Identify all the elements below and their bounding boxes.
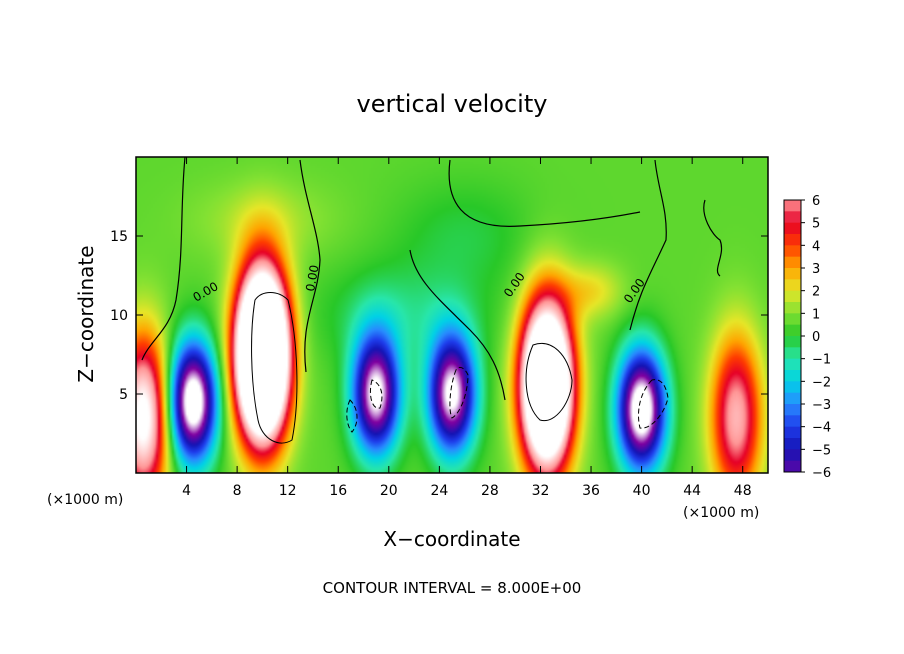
contour-label: 0.00: [303, 264, 321, 293]
colorbar-swatch: [784, 290, 801, 303]
colorbar-swatch: [784, 449, 801, 462]
colorbar-tick-label: −6: [812, 466, 831, 481]
x-tick-label: 48: [734, 483, 752, 499]
colorbar-swatch: [784, 222, 801, 235]
colorbar-tick-label: 0: [812, 330, 820, 345]
colorbar-swatch: [784, 370, 801, 382]
colorbar-tick-label: −4: [812, 421, 831, 436]
x-tick-label: 44: [683, 483, 701, 499]
colorbar-swatch: [784, 347, 801, 360]
contour-interval-note: CONTOUR INTERVAL = 8.000E+00: [323, 579, 582, 597]
colorbar-swatch: [784, 245, 801, 258]
downdraft-core-contour: [346, 366, 669, 433]
y-tick-label: 10: [110, 308, 128, 324]
colorbar-swatch: [784, 279, 801, 292]
colorbar-tick-label: 3: [812, 262, 820, 277]
colorbar-swatch: [784, 358, 801, 371]
colorbar-swatch: [784, 381, 801, 394]
updraft-core-contour: [251, 292, 573, 444]
colorbar-swatch: [784, 460, 801, 473]
x-tick-label: 4: [182, 483, 191, 499]
colorbar-swatch: [784, 268, 801, 280]
colorbar-ticks: 6 5 4 3 2 1 0 −1 −2 −3 −4 −5 −6: [801, 194, 831, 481]
colorbar-swatch: [784, 200, 801, 212]
colorbar-swatch: [784, 336, 801, 348]
colorbar-swatch: [784, 324, 801, 337]
y-tick-label: 15: [110, 229, 128, 245]
colorbar-swatch: [784, 392, 801, 405]
contour-lines: [141, 156, 723, 401]
colorbar-swatch: [784, 415, 801, 428]
x-tick-label: 40: [633, 483, 651, 499]
colorbar-swatch: [784, 426, 801, 439]
x-tick-label: 12: [279, 483, 297, 499]
colorbar-tick-label: 4: [812, 239, 820, 254]
x-tick-label: 16: [329, 483, 347, 499]
chart-title: vertical velocity: [357, 90, 548, 118]
x-tick-label: 24: [430, 483, 448, 499]
colorbar-swatch: [784, 211, 801, 224]
colorbar-swatch: [784, 302, 801, 314]
colorbar-tick-label: −2: [812, 375, 831, 390]
x-tick-label: 36: [582, 483, 600, 499]
colorbar-tick-label: −1: [812, 353, 831, 368]
y-axis-label: Z−coordinate: [74, 245, 98, 382]
x-tick-label: 8: [233, 483, 242, 499]
x-axis-ticks: 4 8 12 16 20 24 28 32 36 40 44 48: [182, 157, 752, 499]
x-tick-label: 32: [532, 483, 550, 499]
colorbar-swatch: [784, 234, 801, 246]
x-tick-label: 20: [380, 483, 398, 499]
velocity-field: [136, 157, 768, 473]
colorbar-swatch: [784, 313, 801, 326]
colorbar-tick-label: 6: [812, 194, 820, 209]
colorbar: 6 5 4 3 2 1 0 −1 −2 −3 −4 −5 −6: [783, 194, 831, 481]
colorbar-tick-label: 1: [812, 307, 820, 322]
colorbar-tick-label: 5: [812, 217, 820, 232]
colorbar-tick-label: −3: [812, 398, 831, 413]
colorbar-tick-label: 2: [812, 285, 820, 300]
colorbar-swatches: [784, 200, 801, 473]
plot-area: 0.00 0.00 0.00 0.00 4 8 12 16 20 24 28 32 36 40 44…: [110, 156, 769, 499]
x-axis-unit-right: (×1000 m): [683, 505, 759, 521]
colorbar-swatch: [784, 438, 801, 450]
colorbar-swatch: [784, 404, 801, 416]
x-tick-label: 28: [481, 483, 499, 499]
x-axis-label: X−coordinate: [383, 527, 520, 551]
y-tick-label: 5: [119, 387, 128, 403]
colorbar-tick-label: −5: [812, 443, 831, 458]
y-axis-ticks: 5 10 15: [110, 229, 768, 403]
colorbar-swatch: [784, 256, 801, 269]
x-axis-unit-left: (×1000 m): [47, 492, 123, 508]
